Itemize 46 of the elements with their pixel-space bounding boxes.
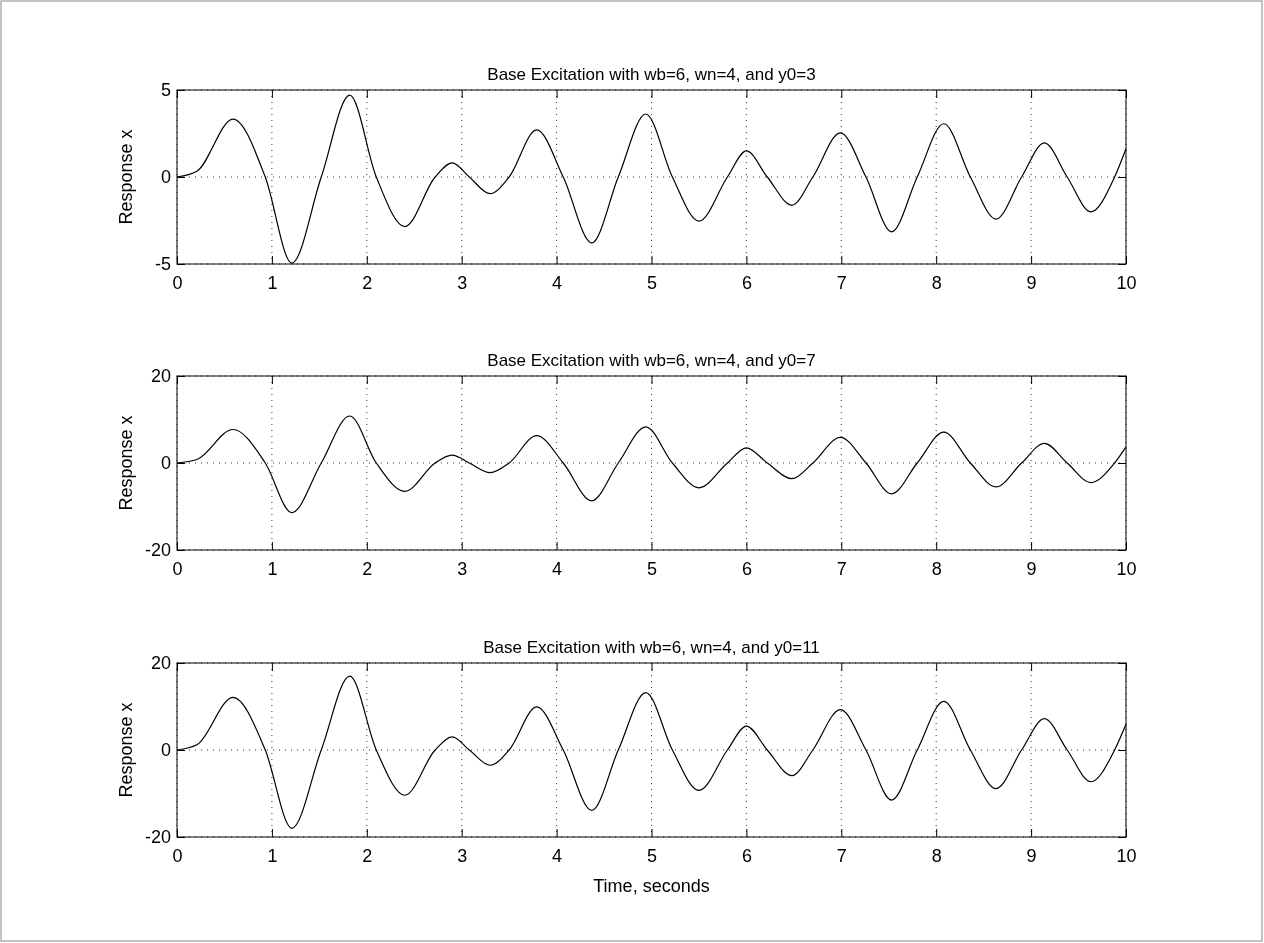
x-tick-label: 1 [267, 558, 278, 579]
x-tick-label: 5 [646, 272, 658, 293]
x-tick-label: 2 [362, 558, 373, 579]
x-tick-label: 9 [1026, 558, 1037, 579]
x-tick-label: 4 [552, 845, 563, 866]
chart-title: Base Excitation with wb=6, wn=4, and y0=3 [487, 65, 816, 84]
x-tick-label: 6 [741, 558, 752, 579]
x-tick-label: 6 [741, 845, 752, 866]
x-tick-label: 7 [836, 845, 847, 866]
x-tick-label: 2 [362, 272, 373, 293]
x-tick-label: 7 [836, 272, 847, 293]
chart-title: Base Excitation with wb=6, wn=4, and y0=11 [483, 638, 820, 657]
x-tick-label: 1 [267, 272, 278, 293]
y-tick-label: 20 [150, 366, 171, 387]
x-tick-label: 8 [931, 845, 942, 866]
x-axis-title: Time, seconds [593, 876, 710, 896]
chart-title: Base Excitation with wb=6, wn=4, and y0=7 [487, 351, 816, 370]
y-tick-label: 20 [150, 653, 171, 674]
y-tick-label: 0 [160, 167, 171, 188]
x-tick-label: 8 [931, 272, 942, 293]
y-axis-title: Response x [116, 415, 136, 511]
x-tick-label: 2 [362, 845, 373, 866]
x-tick-label: 10 [1116, 272, 1137, 293]
x-tick-label: 9 [1026, 272, 1037, 293]
x-tick-label: 5 [646, 558, 658, 579]
y-axis-title: Response x [116, 702, 136, 798]
y-tick-label: -20 [144, 827, 171, 848]
x-tick-label: 3 [457, 558, 468, 579]
x-tick-label: 4 [552, 272, 563, 293]
x-tick-label: 3 [457, 845, 468, 866]
x-tick-label: 1 [267, 845, 278, 866]
y-axis-title: Response x [116, 129, 136, 225]
y-tick-label: 0 [160, 453, 171, 474]
x-tick-label: 6 [741, 272, 752, 293]
x-tick-label: 3 [457, 272, 468, 293]
x-tick-label: 9 [1026, 845, 1037, 866]
x-tick-label: 7 [836, 558, 847, 579]
y-tick-label: 5 [160, 80, 171, 101]
x-tick-label: 10 [1116, 558, 1137, 579]
x-tick-label: 8 [931, 558, 942, 579]
y-tick-label: 0 [160, 740, 171, 761]
x-tick-label: 4 [552, 558, 563, 579]
y-tick-label: -20 [144, 540, 171, 561]
x-tick-label: 10 [1116, 845, 1137, 866]
x-tick-label: 5 [646, 845, 658, 866]
y-tick-label: -5 [154, 254, 171, 275]
